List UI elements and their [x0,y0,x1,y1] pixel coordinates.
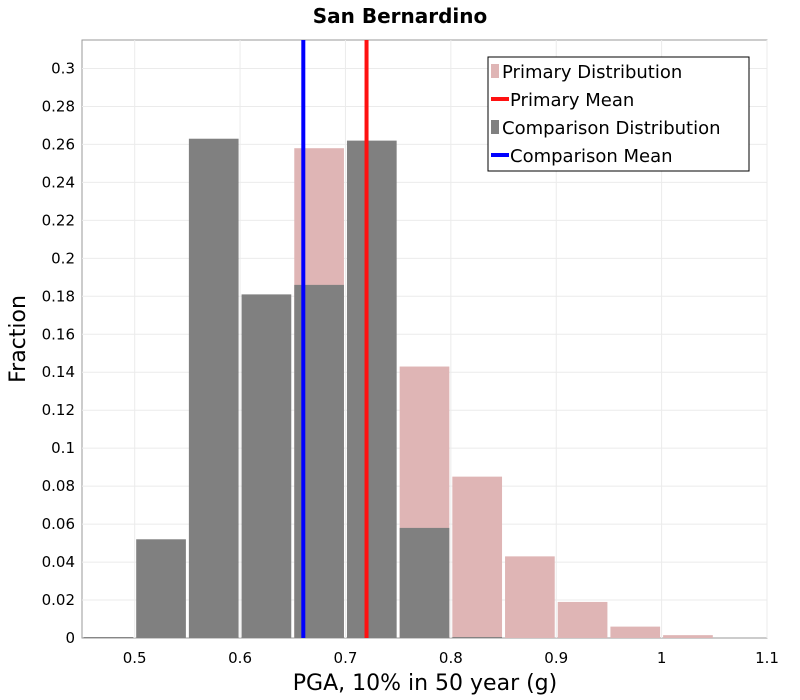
y-tick-label: 0.12 [42,401,75,419]
primary-distribution-bar [452,476,503,638]
y-tick-label: 0.24 [42,173,75,191]
x-tick-label: 0.8 [439,649,463,667]
primary-distribution-bar [557,601,608,638]
primary-distribution-bar [663,635,713,638]
y-tick-label: 0.3 [51,59,75,77]
y-tick-label: 0.02 [42,591,75,609]
bars [83,138,713,639]
x-tick-label: 0.5 [123,649,147,667]
legend-label-primary-distribution: Primary Distribution [502,62,682,83]
legend-label-primary-mean: Primary Mean [510,90,634,111]
legend-label-comparison-mean: Comparison Mean [510,146,673,167]
x-tick-label: 0.9 [544,649,568,667]
y-tick-label: 0.04 [42,553,75,571]
comparison-distribution-bar [241,294,292,638]
x-axis-label: PGA, 10% in 50 year (g) [293,671,557,696]
x-tick-label: 1 [657,649,667,667]
y-tick-label: 0.14 [42,363,75,381]
legend-swatch-primary-mean [491,97,509,101]
y-tick-label: 0.06 [42,515,75,533]
y-axis-label: Fraction [6,295,31,383]
x-tick-label: 1.1 [755,649,779,667]
mean-lines [301,40,369,638]
comparison-distribution-bar [452,637,503,639]
primary-distribution-bar [610,626,661,638]
legend: Primary Distribution Primary Mean Compar… [487,56,750,172]
comparison-distribution-bar [83,637,134,639]
y-tick-label: 0.22 [42,211,75,229]
chart-title: San Bernardino [313,4,488,28]
y-tick-label: 0.16 [42,325,75,343]
comparison-distribution-bar [188,138,239,638]
y-tick-label: 0.18 [42,287,75,305]
primary-distribution-bar [505,556,555,638]
y-axis-ticks: 0 0.02 0.04 0.06 0.08 0.1 0.12 0.14 0.16 0.18 0.2 0… [42,59,75,647]
legend-box [487,56,750,172]
x-axis-ticks: 0.5 0.6 0.7 0.8 0.9 1 1.1 [123,649,779,667]
comparison-distribution-bar [136,539,186,638]
legend-swatch-comparison-distribution [491,120,499,134]
y-tick-label: 0.2 [51,249,75,267]
legend-swatch-primary-distribution [491,64,499,78]
x-tick-label: 0.7 [334,649,358,667]
comparison-distribution-bar [346,140,397,638]
legend-label-comparison-distribution: Comparison Distribution [502,118,721,139]
y-tick-label: 0.28 [42,97,75,115]
legend-swatch-comparison-mean [491,153,509,157]
y-tick-label: 0.08 [42,477,75,495]
y-tick-label: 0.26 [42,135,75,153]
x-tick-label: 0.6 [228,649,252,667]
comparison-distribution-bar [399,527,450,638]
y-tick-label: 0.1 [51,439,75,457]
y-tick-label: 0 [65,629,75,647]
